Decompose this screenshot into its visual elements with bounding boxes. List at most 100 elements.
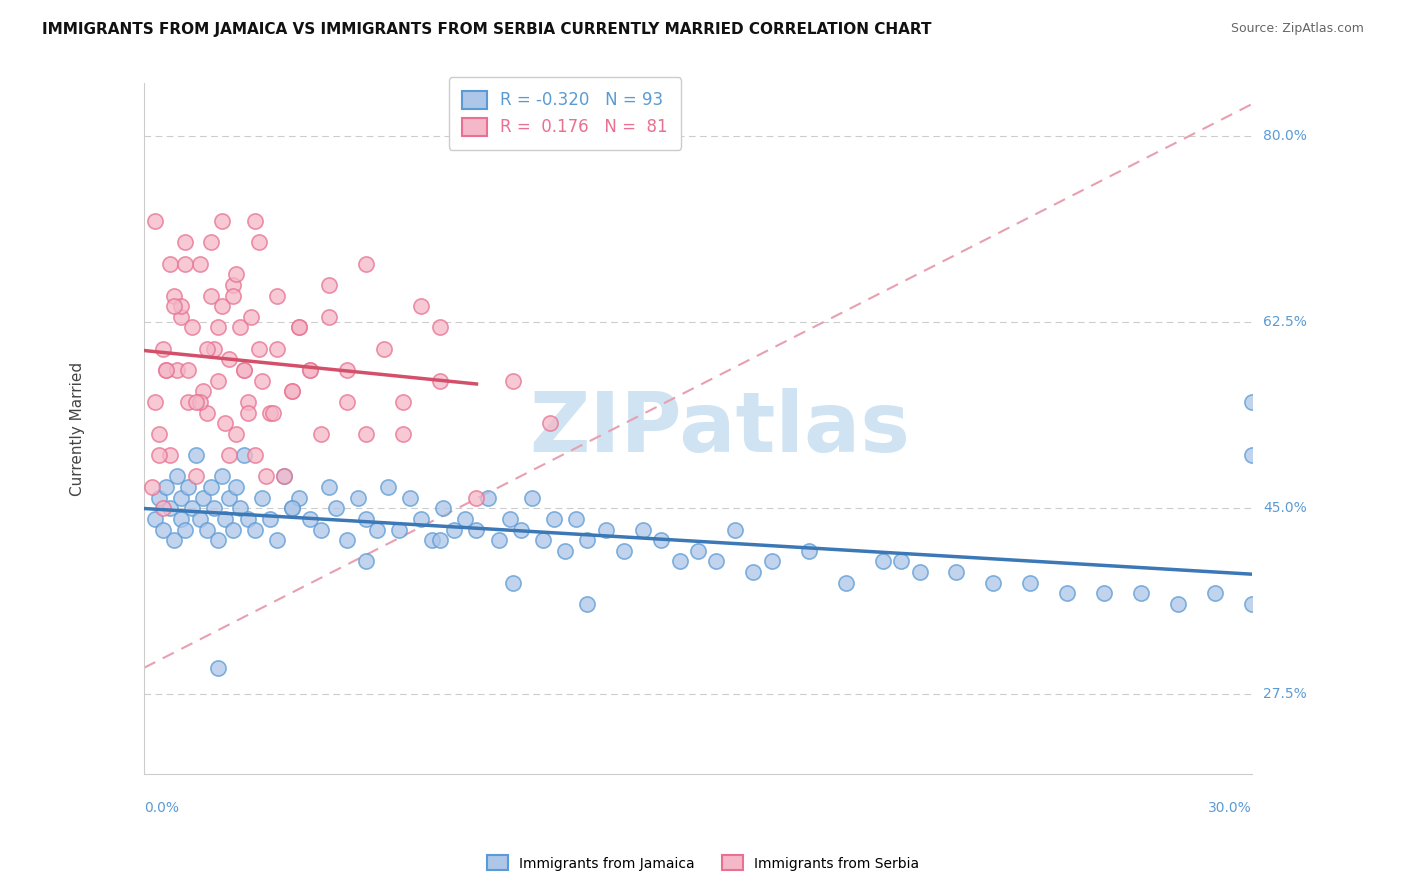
Point <box>202 501 225 516</box>
Point <box>366 523 388 537</box>
Point <box>222 523 245 537</box>
Point <box>163 299 186 313</box>
Point <box>211 214 233 228</box>
Point <box>299 363 322 377</box>
Point <box>166 363 188 377</box>
Point <box>195 405 218 419</box>
Point <box>184 395 207 409</box>
Point <box>499 512 522 526</box>
Point <box>202 342 225 356</box>
Point <box>1130 586 1153 600</box>
Point <box>211 469 233 483</box>
Point <box>152 501 174 516</box>
Point <box>193 491 215 505</box>
Point <box>148 448 170 462</box>
Point <box>354 512 377 526</box>
Point <box>252 374 274 388</box>
Point <box>259 512 281 526</box>
Point <box>181 501 204 516</box>
Point <box>288 491 311 505</box>
Point <box>872 554 894 568</box>
Text: 27.5%: 27.5% <box>1263 688 1306 701</box>
Point <box>465 491 488 505</box>
Text: 45.0%: 45.0% <box>1263 501 1306 516</box>
Point <box>163 533 186 548</box>
Point <box>173 235 195 250</box>
Point <box>686 543 709 558</box>
Point <box>420 533 443 548</box>
Point <box>184 448 207 462</box>
Point <box>668 554 690 568</box>
Point <box>409 512 432 526</box>
Point <box>429 533 451 548</box>
Point <box>576 533 599 548</box>
Point <box>159 257 181 271</box>
Point <box>232 363 254 377</box>
Point <box>207 374 229 388</box>
Point <box>288 320 311 334</box>
Point <box>502 374 524 388</box>
Point <box>163 288 186 302</box>
Point <box>502 575 524 590</box>
Point <box>281 384 304 399</box>
Point <box>1240 448 1263 462</box>
Point <box>170 299 193 313</box>
Point <box>266 288 288 302</box>
Point <box>229 501 252 516</box>
Text: ZIPatlas: ZIPatlas <box>530 388 911 469</box>
Point <box>173 257 195 271</box>
Point <box>834 575 856 590</box>
Point <box>650 533 672 548</box>
Point <box>595 523 617 537</box>
Point <box>236 405 259 419</box>
Point <box>388 523 411 537</box>
Point <box>742 565 765 579</box>
Point <box>222 277 245 292</box>
Point <box>181 320 204 334</box>
Point <box>281 501 304 516</box>
Point <box>288 320 311 334</box>
Point <box>311 426 333 441</box>
Point <box>1092 586 1115 600</box>
Point <box>159 448 181 462</box>
Point <box>207 533 229 548</box>
Point <box>225 426 247 441</box>
Point <box>797 543 820 558</box>
Point <box>170 310 193 324</box>
Point <box>159 501 181 516</box>
Point <box>200 235 222 250</box>
Point <box>218 491 240 505</box>
Point <box>432 501 454 516</box>
Point <box>1240 597 1263 611</box>
Point <box>200 288 222 302</box>
Point <box>232 363 254 377</box>
Point <box>188 395 211 409</box>
Point <box>281 384 304 399</box>
Point <box>170 491 193 505</box>
Point <box>143 512 166 526</box>
Point <box>155 363 177 377</box>
Point <box>184 469 207 483</box>
Point <box>543 512 565 526</box>
Point <box>538 416 561 430</box>
Point <box>177 363 200 377</box>
Point <box>207 320 229 334</box>
Point <box>724 523 747 537</box>
Point <box>247 235 270 250</box>
Point <box>243 448 266 462</box>
Point <box>155 480 177 494</box>
Point <box>354 554 377 568</box>
Point <box>1204 586 1226 600</box>
Point <box>520 491 543 505</box>
Point <box>214 416 236 430</box>
Point <box>229 320 252 334</box>
Point <box>1019 575 1042 590</box>
Point <box>299 512 322 526</box>
Point <box>259 405 281 419</box>
Point <box>266 342 288 356</box>
Text: 0.0%: 0.0% <box>145 801 179 814</box>
Point <box>318 277 340 292</box>
Point <box>325 501 347 516</box>
Point <box>155 363 177 377</box>
Point <box>218 352 240 367</box>
